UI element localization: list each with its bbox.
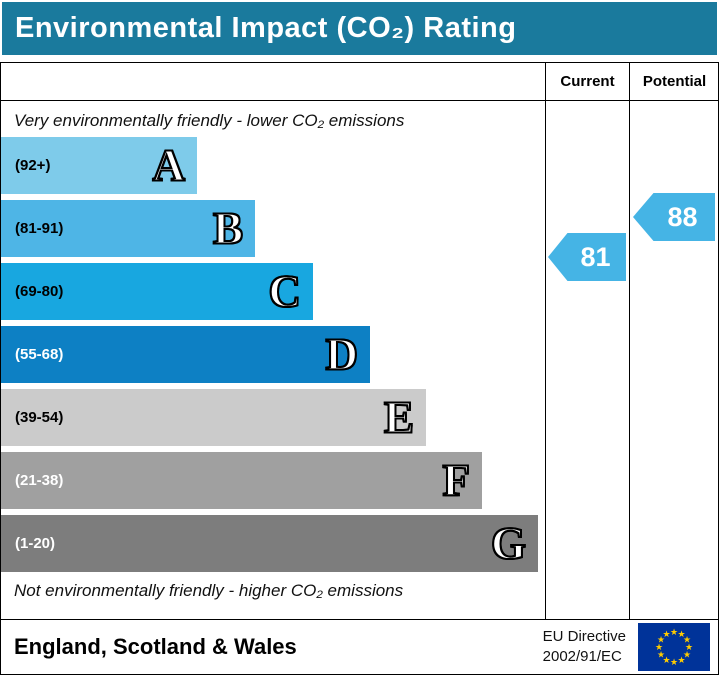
band-range-label: (55-68)	[15, 346, 64, 363]
band-bar-G: (1-20) G	[1, 515, 538, 572]
band-row-D: (55-68) D	[1, 326, 546, 383]
footer-bar: England, Scotland & Wales EU Directive 2…	[0, 619, 719, 675]
band-letter: E	[383, 392, 415, 442]
eu-flag-star: ★	[683, 635, 691, 645]
eu-directive-line2: 2002/91/EC	[542, 648, 622, 665]
band-range-label: (92+)	[15, 157, 51, 174]
band-row-B: (81-91) B	[1, 200, 546, 257]
eu-flag-field	[638, 623, 710, 671]
eu-flag: ★ ★★★★★★★★★★★	[638, 623, 710, 671]
band-range-label: (81-91)	[15, 220, 64, 237]
band-letter: C	[268, 266, 302, 316]
band-letter: G	[490, 518, 527, 568]
band-row-G: (1-20) G	[1, 515, 546, 572]
band-bar-C: (69-80) C	[1, 263, 313, 320]
top-note: Very environmentally friendly - lower CO…	[14, 111, 405, 130]
eu-flag-star: ★	[662, 629, 670, 639]
current-column-header: Current	[560, 73, 615, 90]
chart-title: Environmental Impact (CO₂) Rating	[15, 12, 517, 44]
eu-flag-star: ★	[677, 655, 685, 665]
eu-flag-star: ★	[677, 629, 685, 639]
band-bar-D: (55-68) D	[1, 326, 370, 383]
header-row-divider	[1, 100, 718, 101]
bottom-note: Not environmentally friendly - higher CO…	[14, 581, 404, 600]
band-letter: F	[442, 455, 471, 505]
potential-rating-value: 88	[667, 201, 698, 232]
eu-flag-star: ★	[657, 635, 665, 645]
region-label: England, Scotland & Wales	[14, 634, 297, 659]
band-bar-F: (21-38) F	[1, 452, 482, 509]
eu-flag-star: ★	[662, 655, 670, 665]
chart-title-bar: Environmental Impact (CO₂) Rating	[2, 2, 717, 55]
band-row-C: (69-80) C	[1, 263, 546, 320]
band-range-label: (69-80)	[15, 283, 64, 300]
band-letter: B	[212, 203, 244, 253]
band-range-label: (21-38)	[15, 472, 64, 489]
current-column-divider	[545, 63, 546, 619]
eu-directive-text: EU Directive 2002/91/EC	[543, 627, 626, 668]
band-row-F: (21-38) F	[1, 452, 546, 509]
rating-bands: (92+) A (81-91) B (69-80) C (55-68) D (39-54) E (2…	[1, 137, 546, 578]
band-row-A: (92+) A	[1, 137, 546, 194]
eu-directive-block: EU Directive 2002/91/EC ★ ★ ★ ★ ★ ★ ★ ★ ★ ★ ★ ★	[543, 623, 710, 671]
potential-column-divider	[629, 63, 630, 619]
eu-flag-star: ★	[683, 650, 691, 660]
current-rating-value: 81	[580, 241, 611, 272]
eu-directive-line1: EU Directive	[542, 627, 626, 645]
eu-flag-star: ★	[670, 627, 678, 637]
band-letter: A	[152, 140, 186, 190]
band-range-label: (1-20)	[15, 535, 56, 552]
eu-flag-star: ★	[685, 642, 693, 652]
band-bar-B: (81-91) B	[1, 200, 255, 257]
band-range-label: (39-54)	[15, 409, 64, 426]
band-bar-A: (92+) A	[1, 137, 197, 194]
rating-chart: Current Potential Very environmentally f…	[0, 62, 719, 620]
potential-column-header: Potential	[642, 73, 707, 90]
eu-flag-star: ★	[670, 657, 678, 667]
band-letter: D	[325, 329, 359, 379]
eu-flag-star: ★	[657, 650, 665, 660]
band-bar-E: (39-54) E	[1, 389, 426, 446]
eu-flag-star: ★	[655, 642, 663, 652]
potential-rating-arrow: 88	[633, 193, 715, 241]
current-rating-arrow: 81	[548, 233, 626, 281]
band-row-E: (39-54) E	[1, 389, 546, 446]
